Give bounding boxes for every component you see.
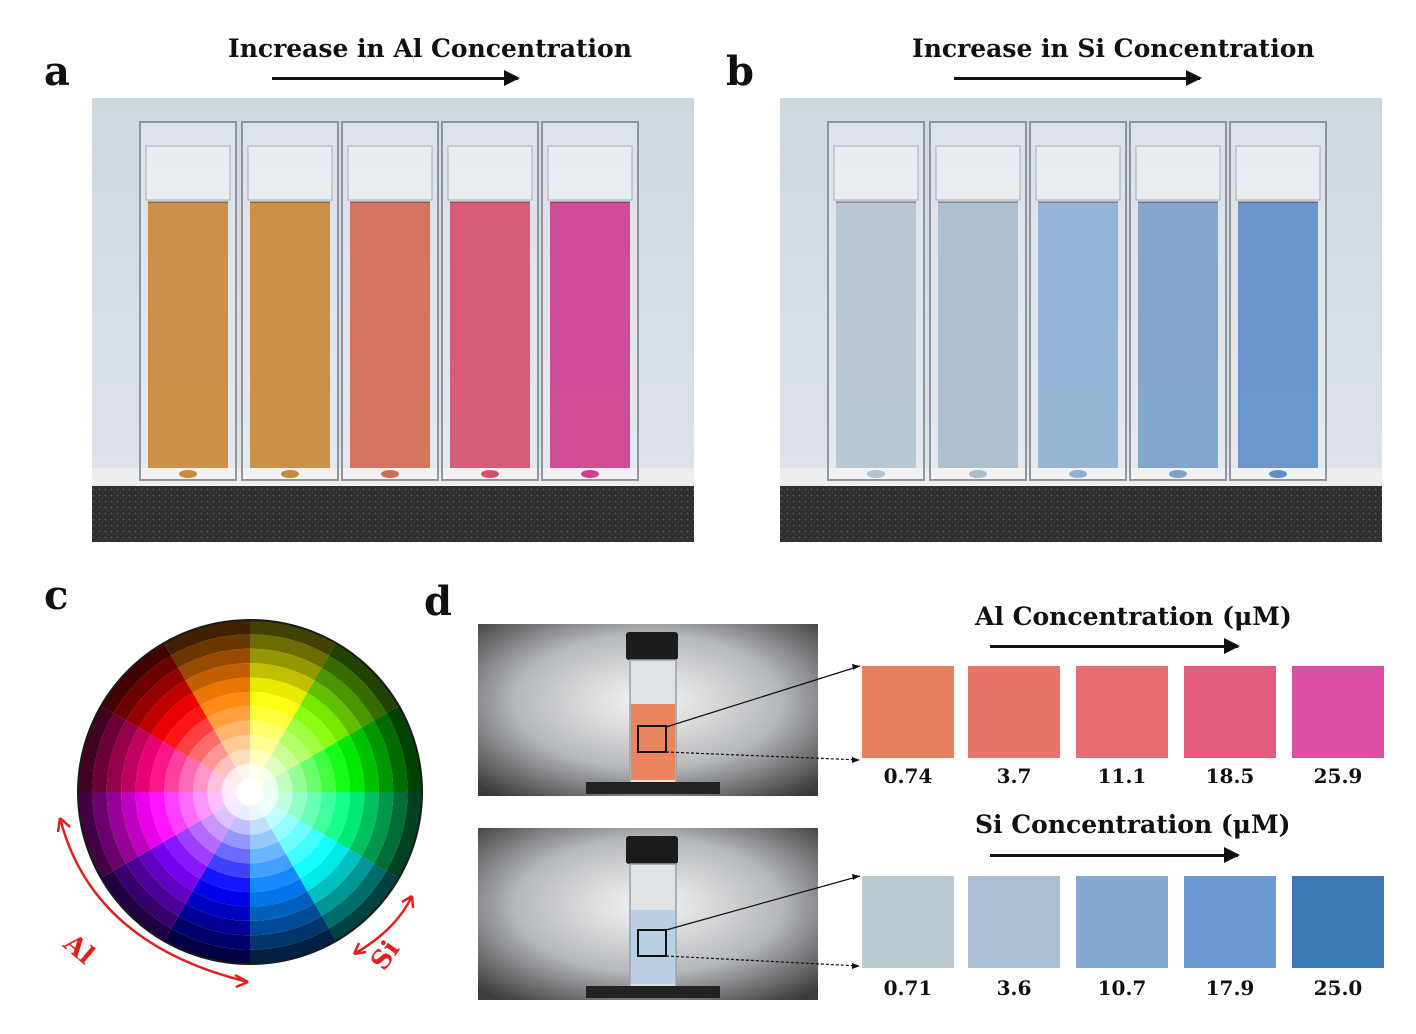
al-cuvette-liquid xyxy=(450,202,530,468)
si-cuvette xyxy=(929,121,1027,481)
si-label: Si xyxy=(365,935,406,976)
si-cuvette xyxy=(827,121,925,481)
panel-b-letter: b xyxy=(726,48,754,95)
si-cuvette xyxy=(1129,121,1227,481)
al-value: 11.1 xyxy=(1097,764,1147,788)
si-cuvette-liquid xyxy=(938,202,1018,468)
al-swatch xyxy=(862,666,954,758)
al-swatch xyxy=(1076,666,1168,758)
si-swatch xyxy=(1292,876,1384,968)
al-value: 18.5 xyxy=(1205,764,1255,788)
vial-photo-si xyxy=(478,828,818,1000)
al-cuvette xyxy=(541,121,639,481)
panel-d-letter: d xyxy=(424,578,452,625)
al-cuvette-liquid xyxy=(350,202,430,468)
si-value: 0.71 xyxy=(883,976,933,1000)
al-value: 3.7 xyxy=(996,764,1032,788)
si-cuvette xyxy=(1229,121,1327,481)
al-cuvette-liquid xyxy=(148,202,228,468)
panel-b-photo xyxy=(780,98,1382,542)
si-direction-arrow xyxy=(352,894,415,956)
al-cuvette-liquid xyxy=(550,202,630,468)
cuvette-photo-si xyxy=(780,98,1382,542)
al-swatch xyxy=(968,666,1060,758)
si-concentration-heading: Si Concentration (μM) xyxy=(975,810,1291,839)
al-direction-arrow xyxy=(56,817,249,989)
panel-a-photo xyxy=(92,98,694,542)
al-swatch xyxy=(1184,666,1276,758)
si-cuvette-liquid xyxy=(1038,202,1118,468)
panel-b-arrow xyxy=(954,70,1202,86)
panel-a-letter: a xyxy=(44,48,70,95)
si-swatch xyxy=(968,876,1060,968)
si-cuvette-liquid xyxy=(1238,202,1318,468)
si-cuvette-liquid xyxy=(836,202,916,468)
si-value: 17.9 xyxy=(1205,976,1255,1000)
si-cuvette xyxy=(1029,121,1127,481)
al-swatch xyxy=(1292,666,1384,758)
si-swatch xyxy=(862,876,954,968)
al-value: 25.9 xyxy=(1313,764,1363,788)
panel-a-heading: Increase in Al Concentration xyxy=(228,34,632,63)
si-value: 25.0 xyxy=(1313,976,1363,1000)
al-value: 0.74 xyxy=(883,764,933,788)
al-concentration-arrow xyxy=(990,638,1240,654)
vial-photo-al xyxy=(478,624,818,796)
al-cuvette xyxy=(241,121,339,481)
al-cuvette xyxy=(341,121,439,481)
al-cuvette xyxy=(139,121,237,481)
color-wheel xyxy=(77,619,423,965)
si-cuvette-liquid xyxy=(1138,202,1218,468)
si-value: 10.7 xyxy=(1097,976,1147,1000)
al-concentration-heading: Al Concentration (μM) xyxy=(975,602,1292,631)
si-value: 3.6 xyxy=(996,976,1032,1000)
al-cuvette-liquid xyxy=(250,202,330,468)
si-swatch xyxy=(1076,876,1168,968)
panel-a-arrow xyxy=(272,70,520,86)
al-label: Al xyxy=(57,928,100,971)
cuvette-photo-al xyxy=(92,98,694,542)
si-swatch xyxy=(1184,876,1276,968)
panel-b-heading: Increase in Si Concentration xyxy=(912,34,1315,63)
si-concentration-arrow xyxy=(990,847,1240,863)
panel-c-letter: c xyxy=(44,572,69,619)
al-cuvette xyxy=(441,121,539,481)
